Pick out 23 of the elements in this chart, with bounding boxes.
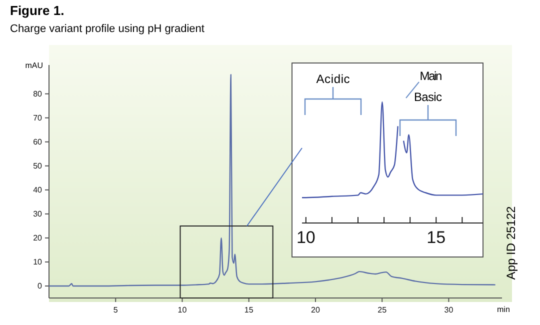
chart-subtitle: Charge variant profile using pH gradient: [10, 23, 204, 35]
annotation: Main: [420, 69, 442, 83]
y-axis-title: mAU: [25, 61, 44, 70]
x-axis-title: min: [497, 305, 510, 314]
x-tick-label: 25: [378, 306, 388, 315]
y-tick-label: 70: [33, 113, 43, 122]
y-tick-label: 50: [33, 161, 43, 170]
x-tick-label: 30: [444, 306, 454, 315]
y-tick-label: 60: [33, 137, 43, 146]
x-tick-label: 10: [178, 306, 188, 315]
text: App ID 25122: [504, 206, 518, 280]
y-tick-label: 40: [33, 185, 43, 194]
x-tick-label: 5: [113, 306, 118, 315]
x-tick-label: 20: [311, 306, 320, 315]
annotation: Acidic: [316, 72, 350, 86]
annotation: Basic: [414, 90, 442, 104]
y-tick-label: 0: [38, 282, 43, 291]
x-tick-label: 15: [426, 228, 446, 248]
chart-title: Figure 1.: [10, 3, 64, 18]
x-tick-label: 15: [244, 306, 254, 315]
y-tick-label: 10: [33, 258, 43, 267]
y-tick-label: 30: [33, 209, 43, 218]
y-tick-label: 80: [33, 89, 43, 98]
